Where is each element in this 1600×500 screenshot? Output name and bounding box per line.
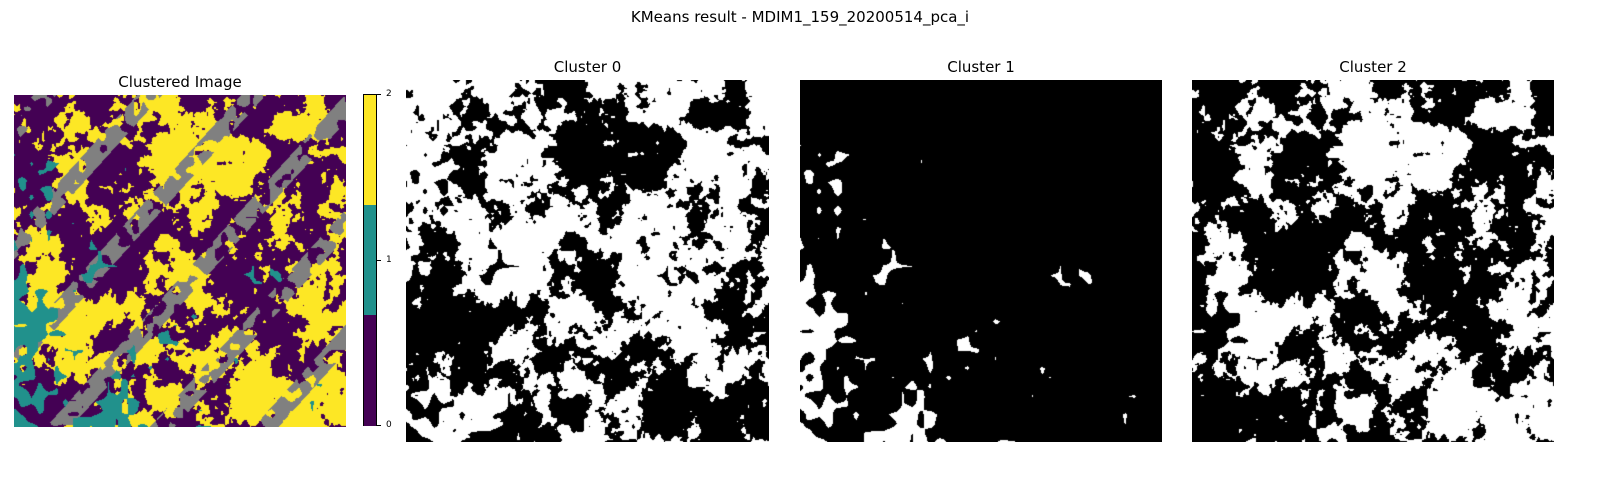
colorbar-tick [377,425,381,426]
clustered-image-title: Clustered Image [118,73,242,91]
cluster-1-title: Cluster 1 [947,58,1015,76]
figure-title: KMeans result - MDIM1_159_20200514_pca_i [630,8,970,26]
colorbar-tick-label: 1 [386,255,392,265]
colorbar-segment-1 [364,205,376,316]
colorbar-segment-2 [364,95,376,206]
colorbar [363,94,377,426]
colorbar-tick [377,260,381,261]
cluster-0-mask [406,80,769,442]
cluster-0-title: Cluster 0 [553,58,622,76]
cluster-2-mask [1192,80,1554,442]
colorbar-tick [377,94,381,95]
colorbar-tick-label: 2 [386,89,392,99]
colorbar-tick-label: 0 [386,420,392,430]
colorbar-segment-0 [364,315,376,426]
clustered-image-heatmap [14,95,346,427]
cluster-1-mask [800,80,1162,442]
cluster-2-title: Cluster 2 [1339,58,1407,76]
